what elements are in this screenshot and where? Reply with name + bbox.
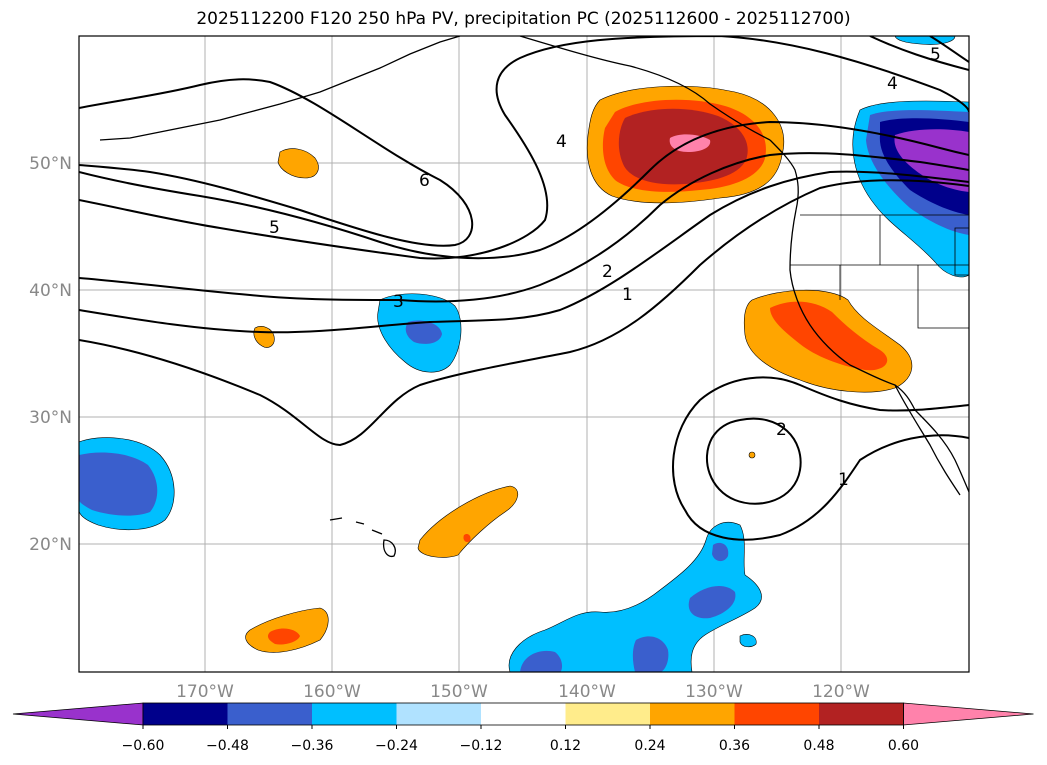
map-border	[78, 35, 970, 673]
lon-label-170w: 170°W	[176, 682, 234, 702]
colorbar-tick-label: 0.60	[888, 738, 919, 754]
lat-label-30n: 30°N	[29, 408, 72, 428]
lon-label-120w: 120°W	[812, 682, 870, 702]
contour-label-4-ne: 4	[887, 74, 898, 94]
colorbar-tick-label: −0.24	[375, 738, 418, 754]
pv-contour-labels: 6 5 4 4 3 2 1 2 1 5	[269, 45, 941, 490]
lon-label-140w: 140°W	[558, 682, 616, 702]
contour-label-5: 5	[269, 218, 280, 238]
precip-blob-small-north	[277, 148, 319, 179]
colorbar-segment	[650, 703, 735, 725]
colorbar-segment	[312, 703, 397, 725]
colorbar-segment	[143, 703, 228, 725]
colorbar-tick-label: 0.36	[719, 738, 750, 754]
colorbar-segment	[396, 703, 482, 725]
precip-negative-anomalies	[79, 36, 969, 672]
lat-label-20n: 20°N	[29, 535, 72, 555]
precip-blob-subtropical	[417, 485, 518, 558]
colorbar-tick-label: −0.36	[291, 738, 334, 754]
colorbar-tick-label: −0.60	[122, 738, 165, 754]
colorbar-tick-label: 0.48	[803, 738, 834, 754]
contour-label-3: 3	[393, 292, 404, 312]
contour-label-1-south: 1	[838, 470, 849, 490]
colorbar-tick-label: −0.48	[206, 738, 249, 754]
colorbar-extend-min	[12, 702, 144, 726]
latitude-labels: 50°N 40°N 30°N 20°N	[29, 154, 72, 555]
colorbar-segment	[481, 703, 566, 725]
colorbar-segment	[734, 703, 820, 725]
longitude-labels: 170°W 160°W 150°W 140°W 130°W 120°W	[176, 682, 870, 702]
pv-contours	[79, 36, 969, 541]
contour-label-1: 1	[622, 285, 633, 305]
lat-label-40n: 40°N	[29, 281, 72, 301]
contour-label-6: 6	[419, 171, 430, 191]
contour-label-5-ne: 5	[930, 45, 941, 65]
precip-blob-south-negative	[508, 521, 762, 672]
lon-label-150w: 150°W	[430, 682, 488, 702]
contour-label-2: 2	[602, 262, 613, 282]
colorbar-segment	[819, 703, 904, 725]
colorbar-tick-label: 0.24	[634, 738, 665, 754]
contour-label-2-closed: 2	[776, 420, 787, 440]
colorbar-border	[142, 702, 904, 726]
colorbar-tick-label: 0.12	[550, 738, 581, 754]
contour-label-4: 4	[556, 132, 567, 152]
colorbar-tick-labels: −0.60 −0.48 −0.36 −0.24 −0.12 0.12 0.24 0.36 0.4…	[122, 738, 920, 754]
colorbar	[12, 702, 1034, 729]
colorbar-extend-max	[903, 702, 1034, 726]
colorbar-tick-label: −0.12	[460, 738, 503, 754]
map-title: 2025112200 F120 250 hPa PV, precipitatio…	[196, 9, 851, 29]
lon-label-130w: 130°W	[685, 682, 743, 702]
lat-label-50n: 50°N	[29, 154, 72, 174]
lon-label-160w: 160°W	[303, 682, 361, 702]
colorbar-segment	[565, 703, 651, 725]
colorbar-segment	[227, 703, 313, 725]
